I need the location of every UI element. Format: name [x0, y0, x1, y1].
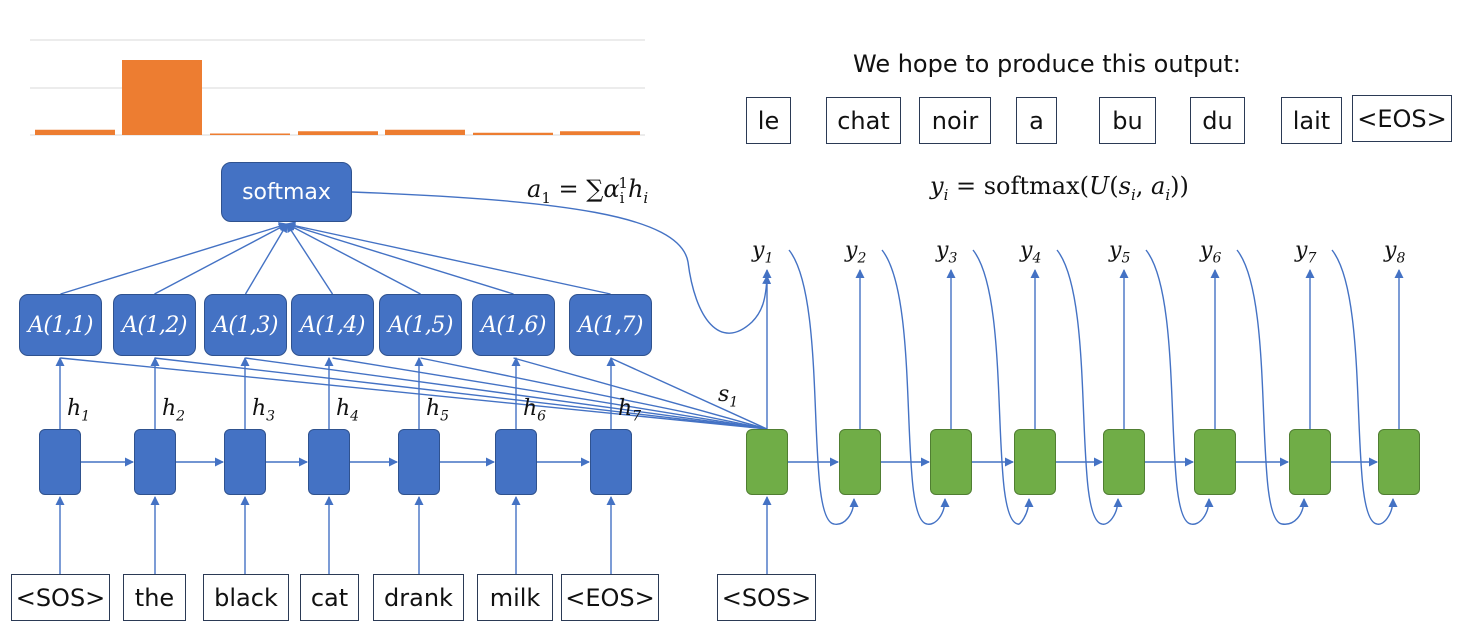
decoder-cell-2 [839, 429, 881, 495]
output-feedback-curve-6 [1236, 249, 1309, 525]
attention-weights-chart [30, 39, 645, 136]
attention-node-7: A(1,7) [569, 294, 652, 356]
input-word-1: <SOS> [11, 574, 110, 621]
chart-bar-2 [122, 60, 202, 135]
attention-to-softmax-arrow-1 [60, 222, 288, 295]
attention-to-softmax-arrow-6 [286, 222, 514, 295]
decoder-output-label-8: y8 [1384, 238, 1406, 267]
chart-bar-6 [473, 132, 553, 135]
attention-node-4: A(1,4) [291, 294, 374, 356]
decoder-cell-1 [746, 429, 788, 495]
encoder-cell-3 [224, 429, 266, 495]
encoder-state-label-3: h3 [252, 396, 276, 425]
softmax-node: softmax [221, 162, 352, 222]
output-feedback-curve-3 [972, 249, 1034, 525]
output-feedback-curve-2 [881, 249, 950, 525]
s1-to-attention-line-7 [610, 357, 768, 430]
decoder-cell-6 [1194, 429, 1236, 495]
attention-node-1: A(1,1) [19, 294, 102, 356]
chart-bar-7 [560, 131, 640, 135]
attention-to-softmax-arrow-2 [154, 223, 288, 295]
input-word-2: the [123, 574, 186, 621]
decoder-output-label-1: y1 [752, 238, 774, 267]
chart-bar-1 [35, 129, 115, 135]
output-word-2: chat [826, 97, 901, 144]
input-word-6: milk [477, 574, 553, 621]
output-feedback-curve-7 [1331, 249, 1398, 525]
decoder-output-label-7: y7 [1295, 238, 1317, 267]
input-word-4: cat [300, 574, 359, 621]
input-word-7: <EOS> [561, 574, 659, 621]
attention-to-softmax-arrow-5 [286, 223, 421, 295]
context-equation: a1 = ∑αi1hi [527, 174, 649, 207]
decoder-cell-5 [1103, 429, 1145, 495]
decoder-state-label: s1 [718, 382, 739, 411]
attention-node-2: A(1,2) [113, 294, 196, 356]
s1-to-attention-line-3 [245, 357, 768, 430]
decoder-cell-8 [1378, 429, 1420, 495]
decoder-cell-7 [1289, 429, 1331, 495]
input-word-3: black [203, 574, 289, 621]
encoder-cell-2 [134, 429, 176, 495]
encoder-state-label-7: h7 [618, 396, 642, 425]
encoder-state-label-1: h1 [67, 396, 91, 425]
attention-node-5: A(1,5) [379, 294, 462, 356]
output-word-4: a [1016, 97, 1057, 144]
output-word-7: lait [1281, 97, 1342, 144]
output-feedback-curve-5 [1145, 249, 1214, 525]
output-word-5: bu [1099, 97, 1156, 144]
s1-to-attention-line-6 [513, 357, 768, 430]
output-word-3: noir [919, 97, 991, 144]
attention-to-softmax-arrow-7 [286, 221, 611, 295]
encoder-cell-4 [308, 429, 350, 495]
attention-node-6: A(1,6) [472, 294, 555, 356]
encoder-cell-5 [398, 429, 440, 495]
encoder-cell-6 [495, 429, 537, 495]
decoder-input-sos: <SOS> [717, 574, 816, 621]
decoder-cell-3 [930, 429, 972, 495]
decoder-output-label-3: y3 [936, 238, 958, 267]
output-word-8: <EOS> [1352, 95, 1452, 142]
encoder-state-label-4: h4 [336, 396, 360, 425]
output-word-6: du [1190, 97, 1245, 144]
decoder-output-label-5: y5 [1109, 238, 1131, 267]
context-curve [351, 191, 772, 334]
s1-to-attention-line-4 [332, 357, 768, 430]
output-feedback-curve-1 [788, 249, 859, 525]
attention-to-softmax-arrow-4 [286, 223, 334, 295]
attention-node-3: A(1,3) [204, 294, 287, 356]
s1-to-attention-line-5 [420, 357, 768, 430]
chart-bar-4 [298, 131, 378, 135]
decoder-cell-4 [1014, 429, 1056, 495]
input-word-5: drank [373, 574, 464, 621]
output-feedback-curve-4 [1056, 249, 1123, 525]
decoder-output-label-6: y6 [1200, 238, 1222, 267]
output-title: We hope to produce this output: [853, 50, 1241, 78]
encoder-cell-1 [39, 429, 81, 495]
encoder-state-label-6: h6 [523, 396, 547, 425]
decoder-output-label-4: y4 [1020, 238, 1042, 267]
output-word-1: le [746, 97, 791, 144]
encoder-state-label-2: h2 [162, 396, 186, 425]
s1-to-attention-line-1 [60, 357, 768, 430]
output-equation: yi = softmax(U(si, ai)) [930, 172, 1189, 204]
attention-to-softmax-arrow-3 [244, 223, 288, 295]
encoder-state-label-5: h5 [426, 396, 450, 425]
decoder-output-label-2: y2 [845, 238, 867, 267]
chart-bar-3 [210, 133, 290, 135]
s1-to-attention-line-2 [154, 357, 768, 430]
chart-bar-5 [385, 129, 465, 135]
encoder-cell-7 [590, 429, 632, 495]
